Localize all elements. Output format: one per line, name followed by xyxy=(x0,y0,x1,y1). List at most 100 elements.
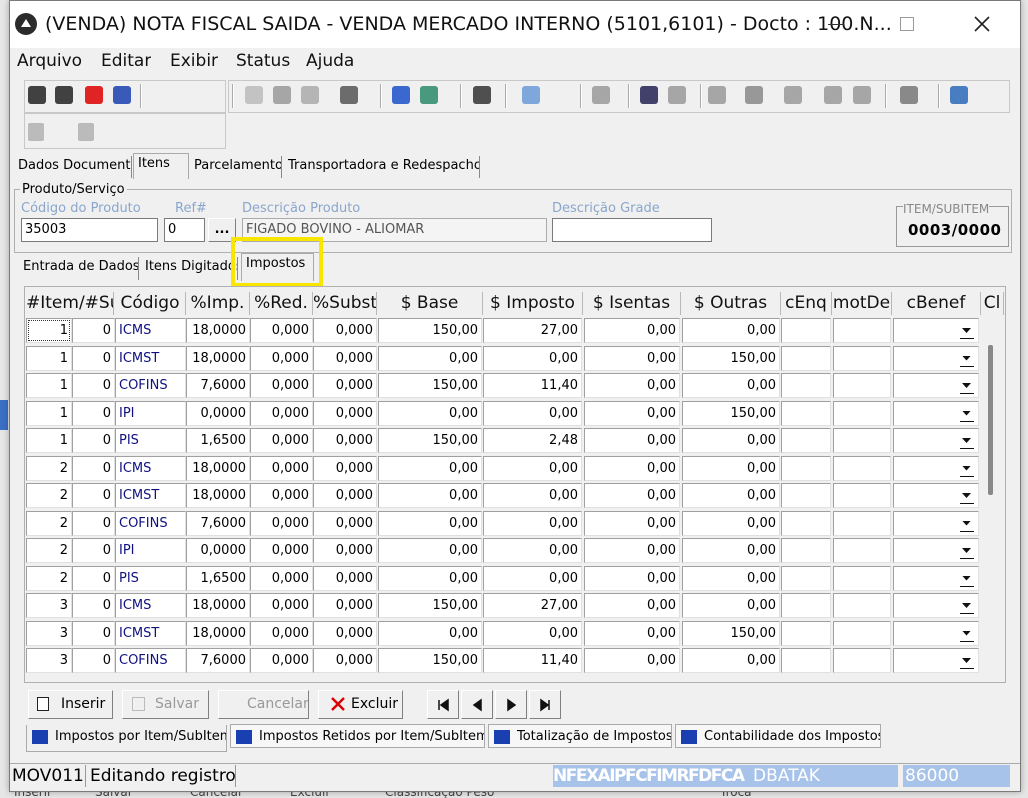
table-cell[interactable]: 0,00 xyxy=(584,428,680,453)
table-cell[interactable]: ICMS xyxy=(115,455,186,481)
empty-cell[interactable] xyxy=(781,565,831,591)
empty-cell[interactable] xyxy=(781,455,831,481)
table-cell[interactable]: 0 xyxy=(72,593,115,618)
table-cell[interactable]: 18,0000 xyxy=(186,620,250,646)
toolbar-icon[interactable] xyxy=(900,86,918,104)
table-cell[interactable]: 0,00 xyxy=(682,538,780,563)
table-cell[interactable]: 0,000 xyxy=(313,565,377,591)
table-cell[interactable]: 0,00 xyxy=(378,538,482,563)
bottom-tab[interactable]: Totalização de Impostos xyxy=(488,724,672,748)
table-cell[interactable]: 0,00 xyxy=(584,455,680,481)
toolbar-icon[interactable] xyxy=(113,86,131,104)
table-cell[interactable]: 0,00 xyxy=(483,455,582,481)
table-cell[interactable]: 11,40 xyxy=(483,648,582,673)
toolbar-icon[interactable] xyxy=(708,86,726,104)
toolbar-icon[interactable] xyxy=(592,86,610,104)
table-cell[interactable]: 0 xyxy=(72,620,115,646)
empty-cell[interactable] xyxy=(833,483,891,508)
table-cell[interactable]: 0,00 xyxy=(682,455,780,481)
table-cell[interactable]: 0,000 xyxy=(313,428,377,453)
column-header[interactable]: #Item/#Su xyxy=(26,292,114,315)
table-cell[interactable]: 18,0000 xyxy=(186,483,250,508)
table-cell[interactable]: 0,000 xyxy=(250,510,313,536)
table-cell[interactable]: 0,000 xyxy=(313,593,377,618)
empty-cell[interactable] xyxy=(781,400,831,426)
empty-cell[interactable] xyxy=(833,345,891,371)
table-cell[interactable]: 0 xyxy=(72,483,115,508)
table-cell[interactable]: 0,0000 xyxy=(186,538,250,563)
table-cell[interactable]: 0,00 xyxy=(378,483,482,508)
table-cell[interactable]: 0,00 xyxy=(584,345,680,371)
table-cell[interactable]: 1,6500 xyxy=(186,428,250,453)
table-cell[interactable]: COFINS xyxy=(115,648,186,673)
table-cell[interactable]: 1 xyxy=(26,345,72,371)
action-button[interactable]: Salvar xyxy=(122,690,209,719)
tab[interactable]: Transportadora e Redespacho xyxy=(284,156,480,178)
nav-button[interactable] xyxy=(461,690,493,719)
table-cell[interactable]: 0,00 xyxy=(584,510,680,536)
table-cell[interactable]: 0,00 xyxy=(584,373,680,398)
table-cell[interactable]: 3 xyxy=(26,620,72,646)
toolbar-icon[interactable] xyxy=(950,86,968,104)
table-cell[interactable]: 1,6500 xyxy=(186,565,250,591)
empty-cell[interactable] xyxy=(781,620,831,646)
table-cell[interactable]: 0,000 xyxy=(313,620,377,646)
table-cell[interactable]: 0 xyxy=(72,345,115,371)
table-cell[interactable]: 1 xyxy=(26,400,72,426)
table-cell[interactable]: 0,000 xyxy=(250,593,313,618)
empty-cell[interactable] xyxy=(833,373,891,398)
table-cell[interactable]: 2 xyxy=(26,455,72,481)
table-cell[interactable]: 0,00 xyxy=(584,648,680,673)
menu-item[interactable]: Ajuda xyxy=(306,51,355,71)
empty-cell[interactable] xyxy=(781,318,831,343)
table-cell[interactable]: 2 xyxy=(26,538,72,563)
toolbar-icon[interactable] xyxy=(745,86,763,104)
table-cell[interactable]: 0,000 xyxy=(313,483,377,508)
table-cell[interactable]: 150,00 xyxy=(682,345,780,371)
toolbar-icon[interactable] xyxy=(522,86,540,104)
empty-cell[interactable] xyxy=(833,428,891,453)
empty-cell[interactable] xyxy=(833,648,891,673)
empty-cell[interactable] xyxy=(833,318,891,343)
table-cell[interactable]: 150,00 xyxy=(682,400,780,426)
table-cell[interactable]: 1 xyxy=(26,373,72,398)
toolbar-icon[interactable] xyxy=(340,86,358,104)
table-cell[interactable]: 0,000 xyxy=(313,373,377,398)
column-header[interactable]: %Subst xyxy=(313,292,377,315)
table-cell[interactable]: 0,000 xyxy=(250,345,313,371)
table-cell[interactable]: 150,00 xyxy=(378,593,482,618)
empty-cell[interactable] xyxy=(781,510,831,536)
menu-item[interactable]: Status xyxy=(236,51,291,71)
toolbar-icon[interactable] xyxy=(853,86,871,104)
table-cell[interactable]: 0,00 xyxy=(378,620,482,646)
scrollbar-thumb[interactable] xyxy=(988,345,993,495)
table-cell[interactable]: 27,00 xyxy=(483,593,582,618)
toolbar-icon[interactable] xyxy=(473,86,491,104)
toolbar-icon[interactable] xyxy=(273,86,291,104)
table-cell[interactable]: 0,00 xyxy=(483,510,582,536)
table-cell[interactable]: 0 xyxy=(72,373,115,398)
empty-cell[interactable] xyxy=(781,483,831,508)
column-header[interactable]: $ Base xyxy=(377,292,483,315)
table-cell[interactable]: 0,0000 xyxy=(186,400,250,426)
table-cell[interactable]: 0,000 xyxy=(250,428,313,453)
table-cell[interactable]: 0,000 xyxy=(250,648,313,673)
table-cell[interactable]: ICMS xyxy=(115,593,186,618)
table-cell[interactable]: 150,00 xyxy=(378,318,482,343)
empty-cell[interactable] xyxy=(781,593,831,618)
table-cell[interactable]: 2 xyxy=(26,565,72,591)
empty-cell[interactable] xyxy=(833,620,891,646)
table-cell[interactable]: 0,00 xyxy=(584,483,680,508)
table-cell[interactable]: 18,0000 xyxy=(186,455,250,481)
toolbar-icon[interactable] xyxy=(824,86,842,104)
table-cell[interactable]: 2,48 xyxy=(483,428,582,453)
close-button[interactable] xyxy=(972,14,992,34)
table-cell[interactable]: 0,00 xyxy=(682,593,780,618)
toolbar-icon[interactable] xyxy=(55,86,73,104)
table-cell[interactable]: 7,6000 xyxy=(186,648,250,673)
maximize-button[interactable] xyxy=(900,17,914,31)
table-cell[interactable]: ICMS xyxy=(115,318,186,343)
table-cell[interactable]: COFINS xyxy=(115,373,186,398)
table-cell[interactable]: 7,6000 xyxy=(186,373,250,398)
table-cell[interactable]: 150,00 xyxy=(378,428,482,453)
